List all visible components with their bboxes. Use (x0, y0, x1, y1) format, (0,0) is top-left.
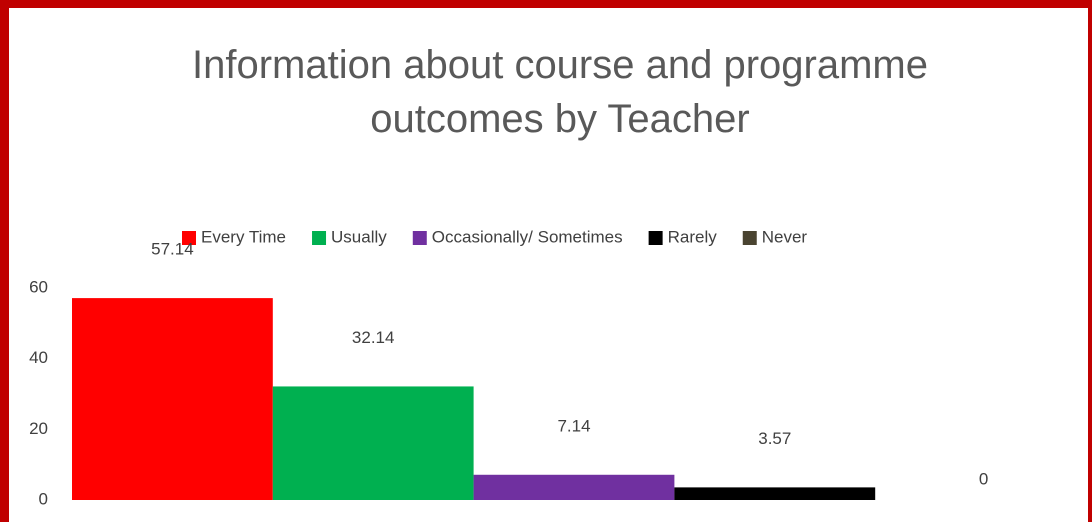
data-label: 32.14 (352, 328, 395, 347)
data-label: 7.14 (557, 416, 590, 435)
data-label: 0 (979, 469, 988, 488)
legend-label: Occasionally/ Sometimes (432, 227, 623, 246)
bar (674, 487, 876, 500)
legend-swatch (648, 231, 663, 245)
data-label: 3.57 (758, 429, 791, 448)
legend-swatch (742, 231, 757, 245)
legend-label: Rarely (668, 227, 718, 246)
bar (72, 298, 273, 500)
legend-label: Usually (331, 227, 387, 246)
y-tick-label: 0 (39, 489, 48, 508)
y-tick-label: 40 (29, 348, 48, 367)
y-tick-label: 60 (29, 277, 48, 296)
bar (473, 474, 675, 500)
legend-label: Never (762, 227, 808, 246)
legend-label: Every Time (201, 227, 286, 246)
chart-title: Information about course and programme o… (192, 43, 928, 141)
bar (272, 386, 474, 500)
legend-swatch (412, 231, 427, 245)
legend-swatch (182, 231, 196, 245)
data-label: 57.14 (151, 240, 194, 259)
legend-swatch (312, 231, 327, 245)
y-tick-label: 20 (29, 419, 48, 438)
